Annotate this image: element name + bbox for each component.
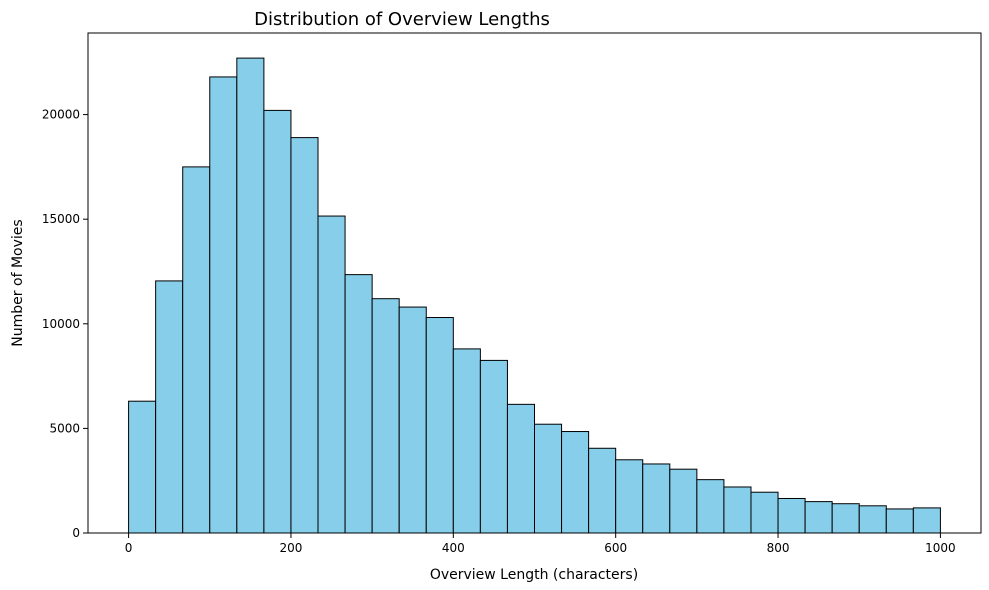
histogram-bar [831, 503, 860, 534]
histogram-bar [506, 403, 536, 534]
y-tick-label: 15000 [42, 212, 80, 226]
x-axis: 0 200 400 600 800 1000 [125, 533, 956, 555]
histogram-bar [128, 400, 157, 534]
histogram-bar [858, 505, 887, 534]
x-tick-label: 1000 [925, 541, 956, 555]
histogram-bar [615, 459, 644, 534]
x-tick-label: 800 [767, 541, 790, 555]
chart-title: Distribution of Overview Lengths [254, 9, 550, 30]
histogram-bar [371, 298, 400, 534]
histogram-bar [155, 280, 184, 534]
histogram-bar [479, 359, 508, 534]
y-axis: 0 5000 10000 15000 20000 [42, 108, 88, 540]
histogram-bar [642, 463, 671, 534]
x-tick-label: 600 [604, 541, 627, 555]
y-tick-label: 0 [72, 526, 80, 540]
x-tick-label: 200 [280, 541, 303, 555]
histogram-bar [750, 491, 779, 534]
y-axis-label: Number of Movies [10, 219, 26, 346]
plot-frame [87, 32, 982, 534]
histogram-bar [588, 447, 617, 534]
histogram-bar [561, 431, 590, 534]
histogram-bar [182, 166, 211, 534]
histogram-bar [263, 109, 292, 534]
y-tick-label: 20000 [42, 108, 80, 122]
histogram-bar [290, 137, 319, 534]
histogram-bar [344, 274, 373, 534]
x-axis-label: Overview Length (characters) [430, 567, 638, 583]
histogram-bar [777, 497, 806, 534]
histogram-bar [398, 306, 427, 534]
x-tick-label: 0 [125, 541, 133, 555]
histogram-bar [317, 215, 346, 534]
bars-group [128, 57, 941, 534]
histogram-bar [452, 348, 481, 534]
histogram-bar [534, 423, 563, 534]
histogram-bar [669, 468, 698, 534]
histogram-bar [885, 508, 914, 534]
histogram-bar [912, 507, 941, 534]
histogram-bar [236, 57, 265, 534]
y-tick-label: 5000 [49, 421, 80, 435]
x-tick-label: 400 [442, 541, 465, 555]
histogram-bar [804, 501, 833, 534]
histogram-bar [425, 317, 454, 534]
histogram-bar [696, 479, 725, 534]
histogram-bar [723, 486, 752, 534]
y-tick-label: 10000 [42, 317, 80, 331]
histogram-bar [209, 76, 238, 534]
